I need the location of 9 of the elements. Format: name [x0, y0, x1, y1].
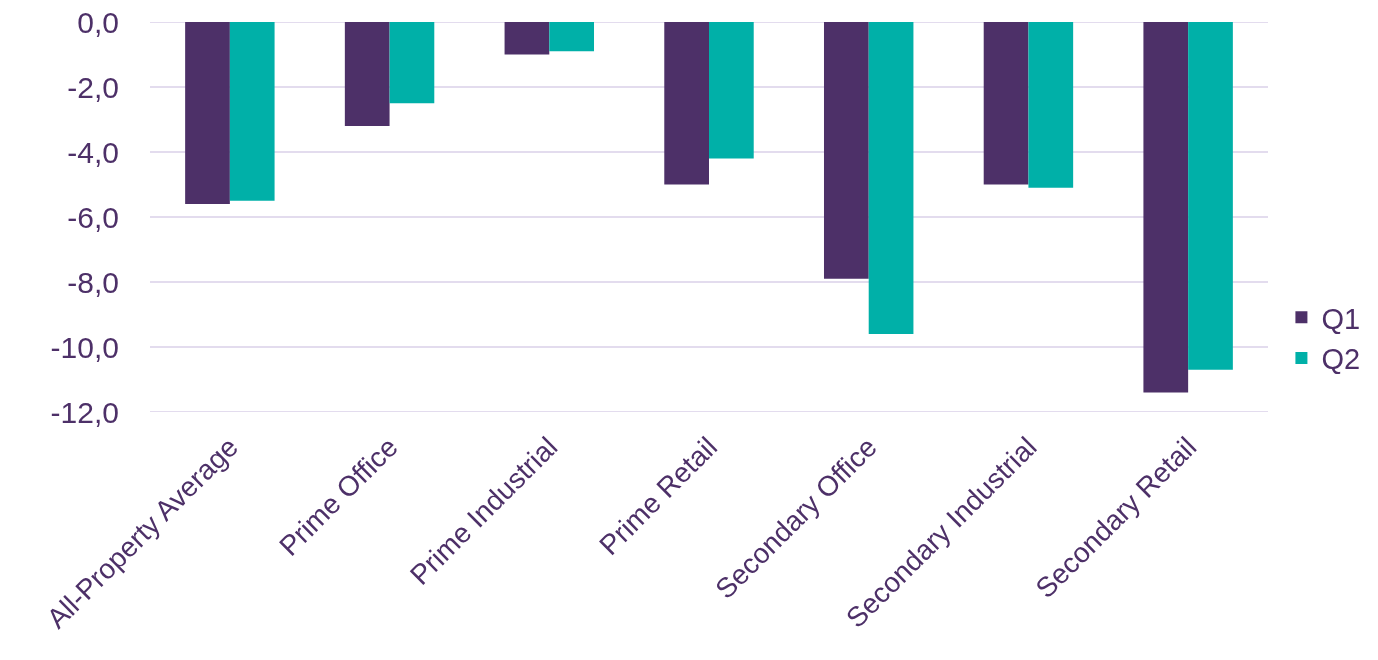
y-tick-label: -10,0: [50, 330, 119, 364]
legend-label: Q2: [1321, 343, 1361, 376]
y-tick-label: -8,0: [67, 265, 119, 299]
y-tick-label: -2,0: [67, 70, 119, 104]
y-tick-label: -4,0: [67, 135, 119, 169]
y-tick-label: 0,0: [77, 5, 119, 39]
legend-label: Q1: [1321, 302, 1361, 335]
y-tick-label: -6,0: [67, 200, 119, 234]
y-tick-label: -12,0: [50, 395, 119, 429]
